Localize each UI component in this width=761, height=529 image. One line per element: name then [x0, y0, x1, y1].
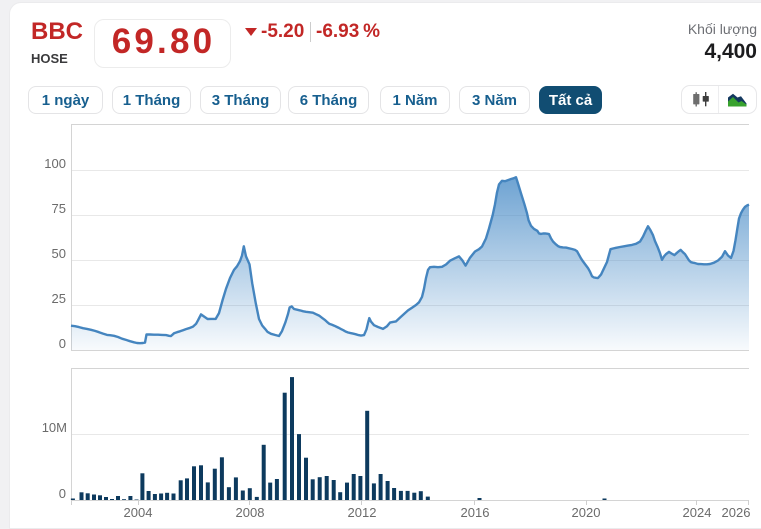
svg-text:2012: 2012 — [348, 505, 377, 520]
svg-text:2016: 2016 — [461, 505, 490, 520]
svg-text:0: 0 — [59, 336, 66, 351]
svg-text:2004: 2004 — [124, 505, 153, 520]
svg-text:100: 100 — [44, 156, 66, 171]
svg-text:0: 0 — [59, 486, 66, 501]
svg-text:25: 25 — [52, 291, 66, 306]
svg-text:10M: 10M — [42, 420, 67, 435]
svg-text:2026: 2026 — [722, 505, 751, 520]
svg-text:50: 50 — [52, 246, 66, 261]
svg-text:75: 75 — [52, 201, 66, 216]
svg-text:2020: 2020 — [572, 505, 601, 520]
svg-text:2024: 2024 — [683, 505, 712, 520]
svg-text:2008: 2008 — [236, 505, 265, 520]
